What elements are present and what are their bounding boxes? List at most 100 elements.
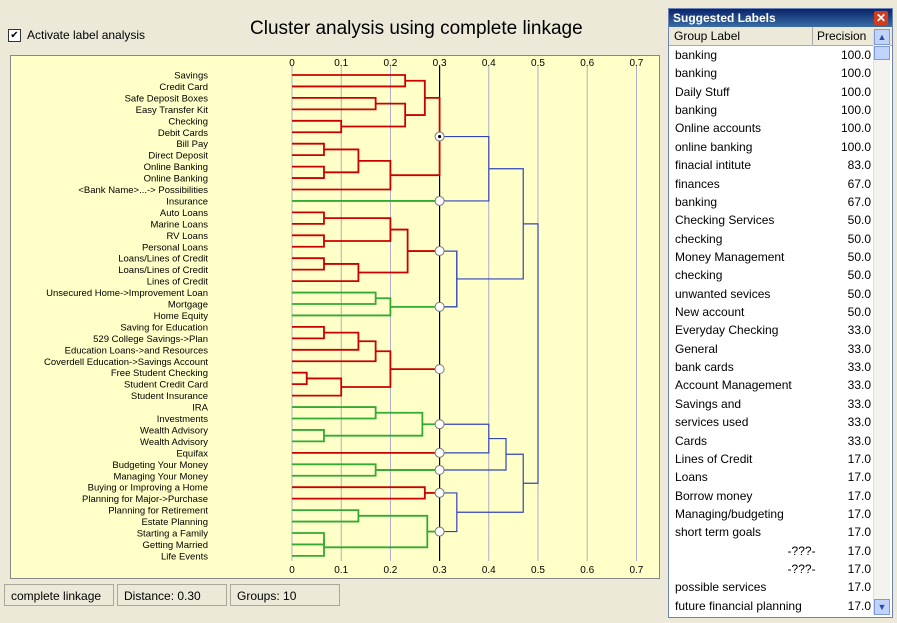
dendrogram-link xyxy=(292,74,407,88)
scrollbar[interactable]: ▲ ▼ xyxy=(873,29,890,615)
dendrogram-link xyxy=(292,532,325,546)
list-item[interactable]: online banking 100.0 xyxy=(669,138,875,156)
list-item[interactable]: finances 67.0 xyxy=(669,175,875,193)
dendrogram-link xyxy=(292,142,325,157)
col-group-label[interactable]: Group Label xyxy=(669,27,813,45)
group-label: finances xyxy=(675,176,720,191)
precision-value: 17.0 xyxy=(847,562,871,577)
group-label: Savings and xyxy=(675,396,742,411)
list-item[interactable]: Savings and 33.0 xyxy=(669,395,875,413)
list-item[interactable]: Managing/budgeting 17.0 xyxy=(669,505,875,523)
dendrogram-link xyxy=(358,228,409,274)
list-item[interactable]: possible services 17.0 xyxy=(669,578,875,596)
activate-label-analysis[interactable]: ✔ Activate label analysis xyxy=(8,28,145,42)
list-item[interactable]: bank cards 33.0 xyxy=(669,358,875,376)
list-item[interactable]: Everyday Checking 33.0 xyxy=(669,321,875,339)
leaf-label: Direct Deposit xyxy=(148,151,208,162)
leaf-label: <Bank Name>...-> Possibilities xyxy=(78,185,208,196)
panel-title: Suggested Labels xyxy=(673,11,776,25)
group-label: checking xyxy=(675,231,723,246)
precision-value: 17.0 xyxy=(847,598,871,613)
col-precision[interactable]: Precision xyxy=(817,29,867,43)
dendrogram-link xyxy=(292,538,325,557)
leaf-label: IRA xyxy=(192,403,209,414)
group-label: bank cards xyxy=(675,360,734,375)
dendrogram-link xyxy=(323,514,429,549)
list-item[interactable]: future financial planning 17.0 xyxy=(669,597,875,615)
precision-value: 50.0 xyxy=(847,231,871,246)
tick-label-top: 0.3 xyxy=(433,58,447,69)
scroll-down-icon[interactable]: ▼ xyxy=(874,599,890,615)
dendrogram-link xyxy=(439,135,490,202)
dendrogram-link xyxy=(292,165,325,179)
close-icon[interactable]: ✕ xyxy=(874,11,888,25)
list-item[interactable]: Loans 17.0 xyxy=(669,468,875,486)
list-item[interactable]: Money Management 50.0 xyxy=(669,248,875,266)
dendrogram-link xyxy=(292,211,325,225)
checkbox[interactable]: ✔ xyxy=(8,28,21,42)
dendrogram-link xyxy=(292,463,377,477)
leaf-label: Starting a Family xyxy=(137,529,209,540)
dendrogram-link xyxy=(323,217,392,242)
leaf-label: Bill Pay xyxy=(176,139,208,150)
scroll-thumb[interactable] xyxy=(874,46,890,60)
precision-value: 50.0 xyxy=(847,268,871,283)
dendrogram-link xyxy=(292,429,325,443)
list-item[interactable]: Cards 33.0 xyxy=(669,432,875,450)
main-window: ✔ Activate label analysis Cluster analys… xyxy=(4,18,660,606)
scroll-up-icon[interactable]: ▲ xyxy=(874,29,890,45)
status-groups: Groups: 10 xyxy=(230,584,340,606)
list-item[interactable]: Checking Services 50.0 xyxy=(669,211,875,229)
list-item[interactable]: Lines of Credit 17.0 xyxy=(669,450,875,468)
leaf-label: Estate Planning xyxy=(141,517,208,528)
list-item[interactable]: Daily Stuff 100.0 xyxy=(669,83,875,101)
cluster-node xyxy=(434,447,445,458)
group-label: banking xyxy=(675,48,718,62)
list-item[interactable]: unwanted sevices 50.0 xyxy=(669,285,875,303)
group-label: New account xyxy=(675,305,745,320)
dendrogram-link xyxy=(292,291,377,305)
precision-value: 33.0 xyxy=(847,341,871,356)
group-label: services used xyxy=(675,415,749,430)
leaf-label: Life Events xyxy=(161,551,208,562)
dendrogram-link xyxy=(456,453,524,513)
leaf-label: Free Student Checking xyxy=(111,368,208,379)
list-item[interactable]: services used 33.0 xyxy=(669,413,875,431)
list-item[interactable]: Online accounts 100.0 xyxy=(669,119,875,137)
list-item[interactable]: Account Management 33.0 xyxy=(669,376,875,394)
tick-label-bottom: 0 xyxy=(289,565,295,576)
selected-node-dot xyxy=(438,134,442,139)
group-label: Loans xyxy=(675,470,708,485)
tick-label-bottom: 0.7 xyxy=(629,565,643,576)
group-label: Cards xyxy=(675,433,708,448)
list-item[interactable]: banking 100.0 xyxy=(669,46,875,64)
group-label: banking xyxy=(675,103,718,118)
leaf-label: Student Credit Card xyxy=(124,380,208,391)
list-item[interactable]: banking 100.0 xyxy=(669,101,875,119)
dendrogram-link xyxy=(292,119,343,134)
precision-value: 33.0 xyxy=(847,323,871,338)
list-item[interactable]: -???- 17.0 xyxy=(669,542,875,560)
group-label: General xyxy=(675,341,718,356)
cluster-node xyxy=(434,465,445,476)
precision-value: 33.0 xyxy=(847,433,871,448)
list-item[interactable]: short term goals 17.0 xyxy=(669,523,875,541)
leaf-label: Loans/Lines of Credit xyxy=(118,265,208,276)
list-item[interactable]: -???- 17.0 xyxy=(669,560,875,578)
list-item[interactable]: checking 50.0 xyxy=(669,230,875,248)
leaf-label: 529 College Savings->Plan xyxy=(93,334,208,345)
list-item[interactable]: Borrow money 17.0 xyxy=(669,487,875,505)
leaf-label: Getting Married xyxy=(143,540,208,551)
precision-value: 67.0 xyxy=(847,194,871,209)
dendrogram-link xyxy=(292,406,377,420)
list-item[interactable]: New account 50.0 xyxy=(669,303,875,321)
dendrogram-link xyxy=(292,371,308,386)
dendrogram-link xyxy=(456,168,524,280)
list-item[interactable]: finacial intitute 83.0 xyxy=(669,156,875,174)
list-item[interactable]: banking 100.0 xyxy=(669,64,875,82)
leaf-label: Planning for Retirement xyxy=(108,506,208,517)
list-item[interactable]: checking 50.0 xyxy=(669,266,875,284)
leaf-label: Buying or Improving a Home xyxy=(88,483,208,494)
list-item[interactable]: General 33.0 xyxy=(669,340,875,358)
list-item[interactable]: banking 67.0 xyxy=(669,193,875,211)
